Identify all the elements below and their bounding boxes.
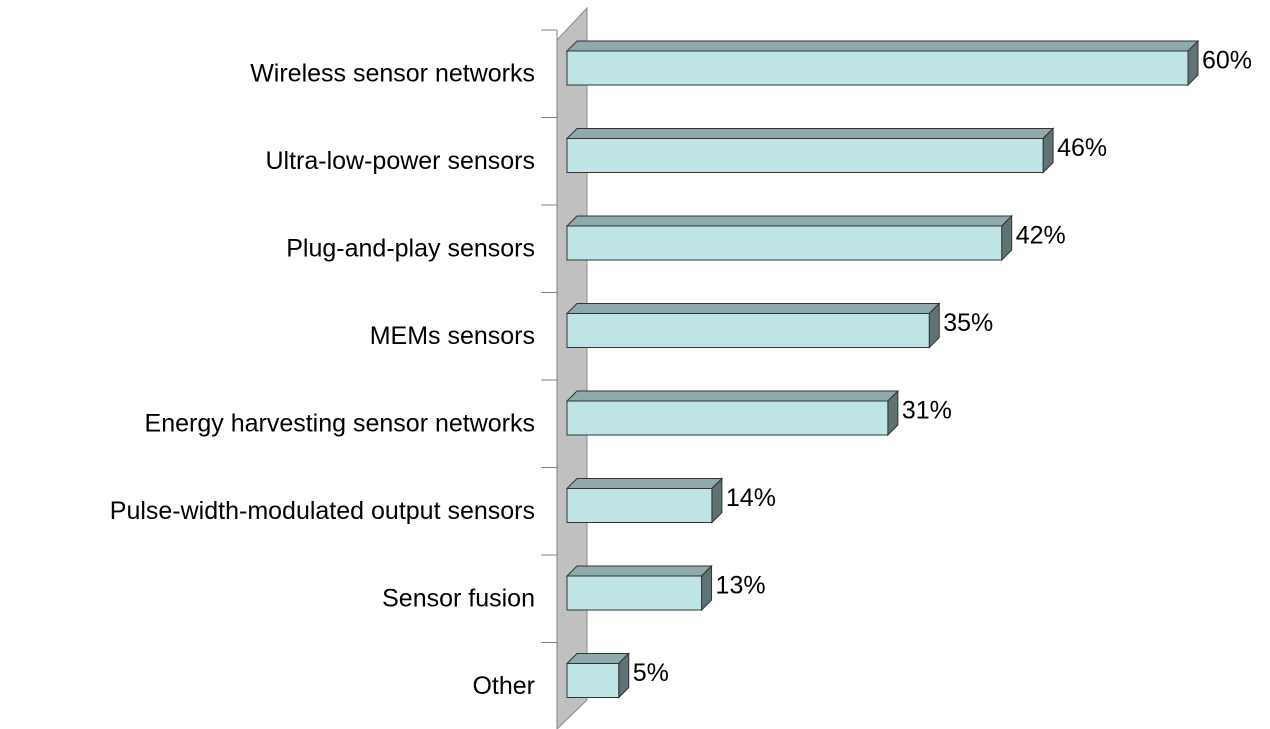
data-label: 14%: [726, 484, 776, 512]
data-label: 60%: [1202, 47, 1252, 75]
data-label: 5%: [633, 659, 669, 687]
data-label: 35%: [943, 309, 993, 337]
bar-top: [565, 653, 630, 664]
bar: [566, 575, 703, 611]
data-label: 46%: [1057, 134, 1107, 162]
bar-top: [565, 303, 941, 314]
category-label: MEMs sensors: [370, 322, 535, 350]
category-label: Energy harvesting sensor networks: [145, 410, 535, 438]
category-label: Sensor fusion: [382, 585, 535, 613]
bar: [566, 50, 1189, 86]
bar: [566, 138, 1044, 173]
data-label: 31%: [902, 397, 952, 425]
category-label: Other: [472, 672, 535, 700]
category-label: Plug-and-play sensors: [286, 235, 535, 263]
category-label: Ultra-low-power sensors: [265, 147, 535, 175]
axis-wall: [556, 6, 588, 729]
bar-top: [565, 565, 713, 577]
bar-top: [565, 40, 1200, 52]
data-label: 13%: [716, 572, 766, 600]
bar-top: [565, 390, 900, 402]
bar-top: [565, 478, 724, 489]
category-label: Pulse-width-modulated output sensors: [110, 497, 535, 525]
bar: [566, 313, 930, 348]
bar: [566, 663, 620, 698]
bar: [566, 400, 889, 436]
bar: [566, 488, 713, 523]
bar-top: [565, 215, 1013, 227]
bar-top: [565, 128, 1055, 139]
data-label: 42%: [1016, 222, 1066, 250]
category-label: Wireless sensor networks: [250, 60, 535, 88]
bar: [566, 225, 1003, 261]
